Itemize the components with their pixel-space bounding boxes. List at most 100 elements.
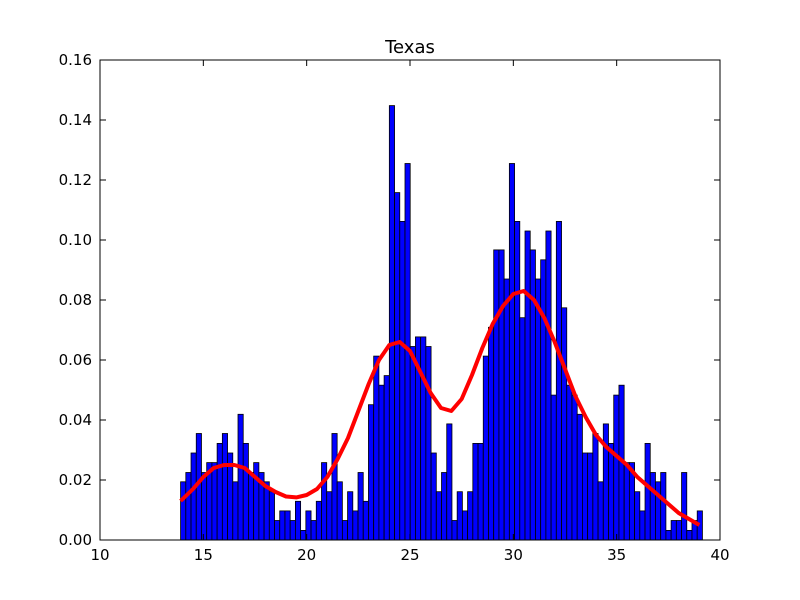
y-tick-label: 0.04 xyxy=(59,411,92,429)
y-tick-label: 0.10 xyxy=(59,231,92,249)
histogram-bar xyxy=(425,346,432,541)
histogram-bar xyxy=(498,249,505,541)
histogram-bar xyxy=(587,452,594,541)
histogram-bar xyxy=(613,394,620,541)
histogram-bar xyxy=(373,355,380,541)
histogram-bar xyxy=(566,384,573,541)
histogram-bar xyxy=(341,520,348,541)
histogram-bar xyxy=(655,481,662,541)
histogram-bar xyxy=(461,510,469,541)
histogram-bar xyxy=(180,481,187,541)
histogram-bar xyxy=(472,442,479,541)
histogram-bar xyxy=(383,375,390,541)
histogram-bar xyxy=(644,442,651,541)
histogram-bar xyxy=(592,433,599,541)
histogram-bar xyxy=(519,317,526,541)
histogram-bar xyxy=(649,472,656,541)
chart-title: Texas xyxy=(384,37,435,58)
histogram-bar xyxy=(675,520,682,541)
histogram-bar xyxy=(623,462,630,541)
histogram-bar xyxy=(550,394,557,541)
histogram-bar xyxy=(248,472,255,541)
histogram-bar xyxy=(508,163,515,541)
histogram-bar xyxy=(576,413,583,541)
histogram-bar xyxy=(634,491,641,541)
histogram-bar xyxy=(420,336,427,541)
histogram-bar xyxy=(535,278,542,541)
histogram-bar xyxy=(274,520,281,541)
histogram-bar xyxy=(295,500,302,541)
histogram-bar xyxy=(232,481,239,541)
x-tick-label: 20 xyxy=(297,546,316,564)
x-tick-label: 15 xyxy=(194,546,213,564)
histogram-bar xyxy=(446,423,453,541)
histogram-bar xyxy=(435,491,442,541)
histogram-bar xyxy=(441,472,448,541)
histogram-bar xyxy=(326,491,333,541)
histogram-bar xyxy=(529,249,536,541)
histogram-bar xyxy=(582,452,589,541)
x-tick-label: 40 xyxy=(710,546,729,564)
histogram-bar xyxy=(263,481,270,541)
histogram-bar xyxy=(477,442,484,541)
y-tick-label: 0.12 xyxy=(59,171,92,189)
histogram-bar xyxy=(686,530,693,541)
histogram-bar xyxy=(237,413,244,541)
histogram-bar xyxy=(514,220,521,541)
histogram-bar xyxy=(488,326,495,541)
histogram-bar xyxy=(185,472,192,541)
histogram-bar xyxy=(430,452,437,541)
histogram-bar xyxy=(399,220,406,541)
plot-frame xyxy=(99,59,721,541)
histogram-bar xyxy=(524,230,531,541)
histogram-bar xyxy=(665,530,672,541)
histogram-bar xyxy=(331,433,338,541)
y-tick-label: 0.14 xyxy=(59,111,92,129)
y-tick-label: 0.02 xyxy=(59,471,92,489)
histogram-bar xyxy=(394,192,401,541)
y-tick-label: 0.06 xyxy=(59,351,92,369)
histogram-bar xyxy=(216,442,223,541)
histogram-bar xyxy=(545,230,552,541)
histogram-bar xyxy=(608,442,615,541)
histogram-bar xyxy=(681,472,688,541)
histogram-bar xyxy=(201,472,208,541)
histogram-bar xyxy=(289,520,296,541)
histogram-bar xyxy=(378,384,385,541)
histogram-bar xyxy=(368,404,375,541)
histogram-bar xyxy=(315,500,322,541)
histogram-bar xyxy=(540,259,547,541)
density-curve xyxy=(179,289,701,527)
histogram-bar xyxy=(467,491,474,541)
histogram-bar xyxy=(493,249,500,541)
histogram-bar xyxy=(362,500,369,541)
histogram-bar xyxy=(221,433,228,541)
y-tick-label: 0.08 xyxy=(59,291,92,309)
histogram-bar xyxy=(639,510,646,541)
histogram-bar xyxy=(336,481,343,541)
histogram-bar xyxy=(352,510,359,541)
x-tick-label: 25 xyxy=(400,546,419,564)
histogram-bar xyxy=(456,491,463,541)
histogram-bar xyxy=(300,530,307,541)
histogram-bar xyxy=(357,472,364,541)
histogram-bar xyxy=(660,472,667,541)
histogram-bar xyxy=(242,442,249,541)
histogram-bar xyxy=(409,346,416,541)
y-tick-label: 0.00 xyxy=(59,531,92,549)
histogram-bar xyxy=(279,510,286,541)
histogram-bar xyxy=(571,394,578,541)
histogram-bars xyxy=(180,105,703,541)
histogram-bar xyxy=(670,520,677,541)
y-tick-label: 0.16 xyxy=(59,51,92,69)
histogram-bar xyxy=(597,481,604,541)
histogram-bar xyxy=(555,220,562,541)
x-tick-label: 30 xyxy=(504,546,523,564)
histogram-bar xyxy=(284,510,291,541)
histogram-bar xyxy=(321,462,328,541)
x-tick-label: 35 xyxy=(607,546,626,564)
histogram-bar xyxy=(388,105,395,541)
histogram-bar xyxy=(451,520,458,541)
histogram-bar xyxy=(347,491,354,541)
